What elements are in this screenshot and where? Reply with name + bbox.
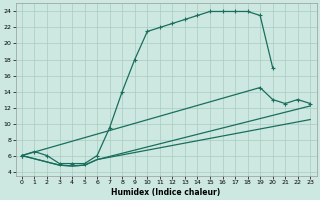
X-axis label: Humidex (Indice chaleur): Humidex (Indice chaleur)	[111, 188, 221, 197]
